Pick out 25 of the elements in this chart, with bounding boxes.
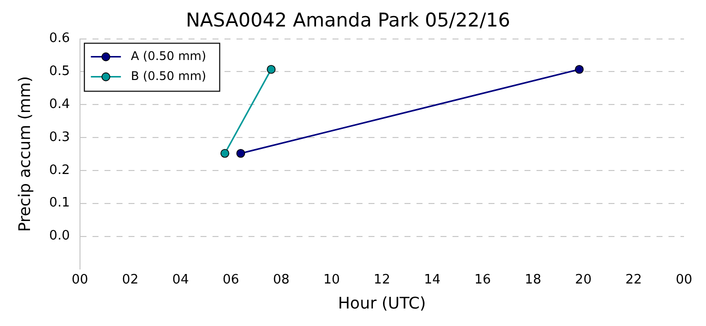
x-tick-label: 16 bbox=[474, 272, 491, 288]
y-tick-label: 0.1 bbox=[49, 196, 70, 211]
legend-label: B (0.50 mm) bbox=[130, 68, 206, 83]
y-axis-title: Precip accum (mm) bbox=[14, 76, 34, 232]
x-axis-title: Hour (UTC) bbox=[338, 294, 426, 313]
legend-label: A (0.50 mm) bbox=[130, 48, 206, 63]
chart-title: NASA0042 Amanda Park 05/22/16 bbox=[186, 9, 510, 32]
y-tick-label: 0.0 bbox=[49, 228, 70, 244]
x-tick-label: 00 bbox=[676, 272, 692, 288]
x-tick-label: 22 bbox=[625, 272, 642, 288]
y-tick-label: 0.2 bbox=[49, 162, 70, 178]
x-tick-label: 04 bbox=[172, 272, 189, 288]
x-tick-label: 20 bbox=[575, 272, 592, 288]
x-tick-label: 14 bbox=[424, 272, 441, 288]
x-tick-label: 08 bbox=[272, 272, 290, 288]
y-tick-label: 0.5 bbox=[49, 64, 70, 80]
y-tick-label: 0.4 bbox=[49, 97, 70, 112]
x-tick-label: 00 bbox=[72, 272, 88, 288]
y-tick-label: 0.6 bbox=[49, 31, 70, 46]
x-tick-label: 10 bbox=[323, 272, 340, 288]
x-tick-label: 12 bbox=[374, 272, 390, 288]
x-tick-label: 06 bbox=[222, 272, 240, 288]
x-tick-label: 18 bbox=[524, 272, 542, 288]
x-tick-label: 02 bbox=[122, 272, 138, 288]
y-tick-label: 0.3 bbox=[49, 130, 70, 145]
